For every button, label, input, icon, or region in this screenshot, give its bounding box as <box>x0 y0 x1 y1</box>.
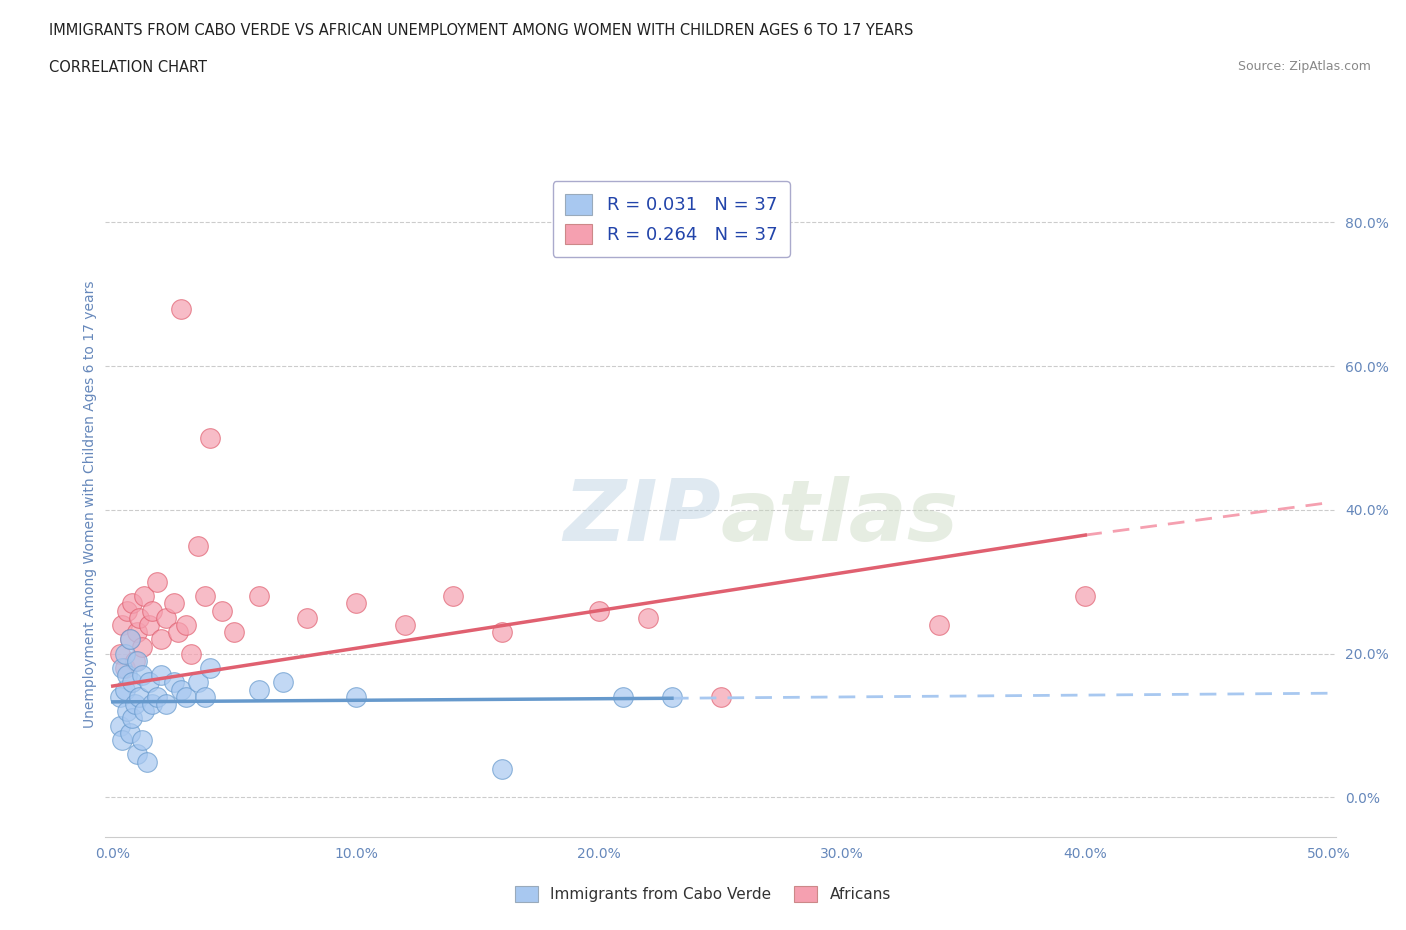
Point <box>118 725 141 740</box>
Y-axis label: Unemployment Among Women with Children Ages 6 to 17 years: Unemployment Among Women with Children A… <box>83 281 97 728</box>
Point <box>124 654 146 669</box>
Point <box>138 618 160 632</box>
Point <box>124 697 146 711</box>
Point <box>155 697 177 711</box>
Point <box>134 704 156 719</box>
Point <box>194 689 217 704</box>
Point <box>141 604 163 618</box>
Point <box>344 596 367 611</box>
Point <box>174 618 197 632</box>
Point <box>111 733 134 748</box>
Legend: R = 0.031   N = 37, R = 0.264   N = 37: R = 0.031 N = 37, R = 0.264 N = 37 <box>553 181 790 257</box>
Point <box>138 675 160 690</box>
Point <box>125 654 148 669</box>
Point <box>612 689 634 704</box>
Point <box>108 689 131 704</box>
Point <box>247 683 270 698</box>
Point <box>344 689 367 704</box>
Point <box>117 704 139 719</box>
Point <box>441 589 464 604</box>
Point <box>491 762 513 777</box>
Text: IMMIGRANTS FROM CABO VERDE VS AFRICAN UNEMPLOYMENT AMONG WOMEN WITH CHILDREN AGE: IMMIGRANTS FROM CABO VERDE VS AFRICAN UN… <box>49 23 914 38</box>
Point <box>134 589 156 604</box>
Point <box>131 668 153 683</box>
Point <box>198 431 221 445</box>
Point <box>1074 589 1097 604</box>
Point <box>170 683 193 698</box>
Point <box>121 596 143 611</box>
Point <box>141 697 163 711</box>
Point <box>117 668 139 683</box>
Point <box>117 604 139 618</box>
Point <box>114 646 136 661</box>
Point <box>162 596 184 611</box>
Point <box>131 733 153 748</box>
Point <box>111 618 134 632</box>
Point <box>135 754 157 769</box>
Point <box>211 604 233 618</box>
Point <box>271 675 294 690</box>
Point <box>928 618 950 632</box>
Point <box>247 589 270 604</box>
Point <box>162 675 184 690</box>
Point <box>125 625 148 640</box>
Point <box>198 660 221 675</box>
Point <box>588 604 610 618</box>
Point <box>125 747 148 762</box>
Point <box>194 589 217 604</box>
Point <box>114 660 136 675</box>
Text: atlas: atlas <box>721 476 959 559</box>
Point <box>637 610 659 625</box>
Point <box>170 301 193 316</box>
Point <box>111 660 134 675</box>
Point <box>491 625 513 640</box>
Point <box>118 631 141 646</box>
Point <box>155 610 177 625</box>
Point <box>394 618 416 632</box>
Text: Source: ZipAtlas.com: Source: ZipAtlas.com <box>1237 60 1371 73</box>
Point <box>180 646 202 661</box>
Point <box>150 631 173 646</box>
Point <box>128 610 150 625</box>
Point <box>661 689 683 704</box>
Point <box>114 683 136 698</box>
Point <box>187 675 209 690</box>
Point <box>150 668 173 683</box>
Point <box>145 689 167 704</box>
Point <box>224 625 246 640</box>
Point <box>108 718 131 733</box>
Point <box>121 711 143 725</box>
Text: CORRELATION CHART: CORRELATION CHART <box>49 60 207 75</box>
Point <box>145 575 167 590</box>
Point <box>128 689 150 704</box>
Point <box>709 689 731 704</box>
Point <box>108 646 131 661</box>
Point <box>121 675 143 690</box>
Point <box>187 538 209 553</box>
Point <box>118 631 141 646</box>
Point <box>131 639 153 654</box>
Point <box>167 625 190 640</box>
Legend: Immigrants from Cabo Verde, Africans: Immigrants from Cabo Verde, Africans <box>509 880 897 909</box>
Point <box>297 610 319 625</box>
Text: ZIP: ZIP <box>562 476 721 559</box>
Point <box>174 689 197 704</box>
